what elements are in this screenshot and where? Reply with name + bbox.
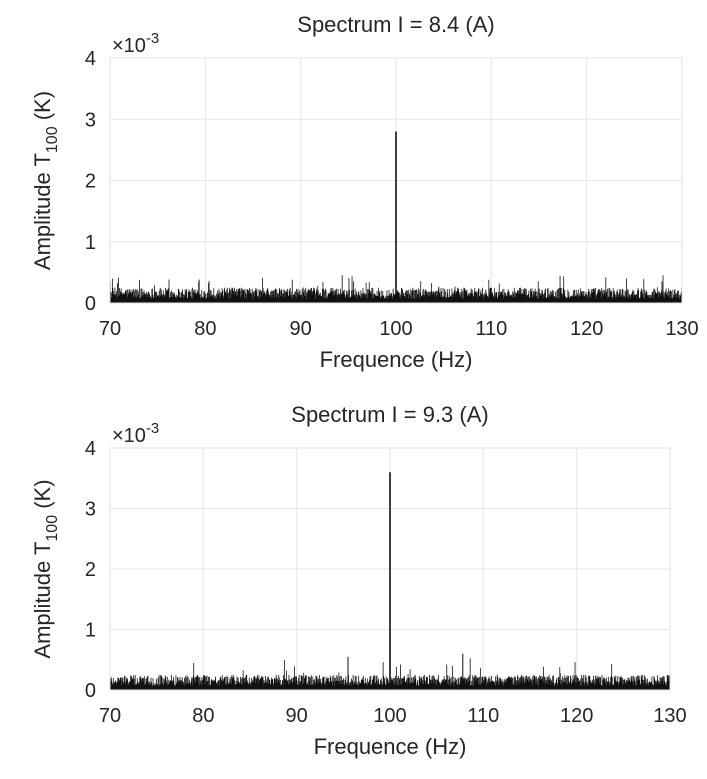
x-tick-label: 120	[570, 318, 603, 340]
chart-title: Spectrum I = 9.3 (A)	[291, 402, 488, 427]
x-tick-label: 130	[653, 705, 686, 727]
x-axis-label: Frequence (Hz)	[320, 347, 473, 372]
x-tick-label: 100	[373, 705, 406, 727]
x-axis-label: Frequence (Hz)	[314, 734, 467, 759]
y-tick-label: 2	[85, 559, 96, 581]
y-exponent-label: ×10-3	[112, 420, 159, 447]
x-tick-label: 110	[475, 318, 507, 340]
x-tick-label: 70	[99, 318, 121, 340]
y-tick-label: 0	[85, 293, 96, 315]
y-axis-label: Amplitude T100 (K)	[30, 91, 61, 270]
x-tick-label: 80	[192, 705, 214, 727]
y-axis-label: Amplitude T100 (K)	[30, 479, 61, 658]
y-tick-label: 1	[85, 620, 96, 642]
chart-panel-1: 70 80 90 100 110 120 130 0 1 2 3 4 Spectrum I = 8.4 …	[30, 12, 699, 372]
x-tick-label: 90	[286, 705, 308, 727]
x-tick-label: 90	[290, 318, 312, 340]
x-tick-label: 130	[665, 318, 698, 340]
x-tick-label: 100	[379, 318, 412, 340]
axes-box	[109, 57, 683, 304]
y-tick-label: 0	[85, 680, 96, 702]
y-tick-label: 3	[85, 109, 96, 131]
chart-panel-2: 70 80 90 100 110 120 130 0 1 2 3 4 Spectrum I = 9.3 …	[30, 402, 687, 759]
y-tick-label: 4	[85, 48, 96, 70]
chart-title: Spectrum I = 8.4 (A)	[297, 12, 494, 37]
x-tick-label: 110	[467, 705, 499, 727]
axes-box	[109, 447, 671, 691]
y-tick-label: 3	[85, 499, 96, 521]
x-tick-label: 80	[194, 318, 216, 340]
y-tick-label: 2	[85, 171, 96, 193]
x-tick-label: 120	[560, 705, 593, 727]
x-tick-label: 70	[99, 705, 121, 727]
y-tick-label: 4	[85, 438, 96, 460]
y-tick-label: 1	[85, 232, 96, 254]
y-exponent-label: ×10-3	[112, 30, 159, 57]
